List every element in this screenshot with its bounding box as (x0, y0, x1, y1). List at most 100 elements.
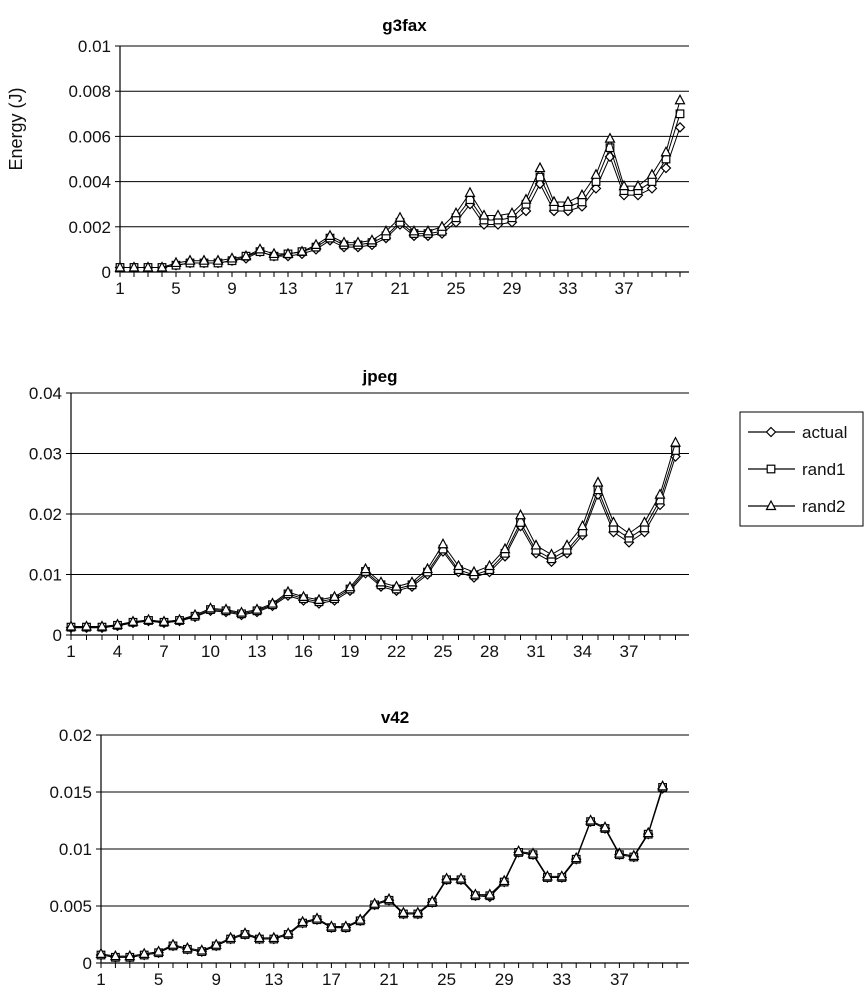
x-tick-label: 16 (294, 642, 313, 661)
data-point (112, 618, 123, 629)
x-tick-label: 25 (434, 642, 453, 661)
legend-label: rand2 (802, 497, 845, 516)
legend: actual rand1 rand2 (739, 411, 864, 527)
data-point (124, 949, 136, 961)
data-point (220, 603, 232, 614)
y-tick-label: 0.002 (68, 218, 111, 237)
series-rand1 (96, 783, 667, 962)
data-point (412, 906, 424, 917)
chart-title: jpeg (362, 367, 398, 386)
legend-marker (766, 464, 776, 474)
data-point (618, 179, 630, 191)
data-point (520, 193, 532, 204)
y-tick-label: 0.01 (78, 37, 111, 56)
chart-v42: v42 0 0.005 0.01 0.015 0.02 1 5 9 13 17 21 25 29 33 37 (49, 708, 689, 989)
data-point (181, 941, 193, 953)
legend-label: rand1 (802, 460, 845, 479)
series-rand2 (65, 436, 681, 631)
x-tick-label: 28 (480, 642, 499, 661)
x-tick-label: 19 (341, 642, 360, 661)
data-point (282, 585, 294, 597)
data-point (408, 225, 420, 236)
series-rand2 (114, 93, 686, 272)
x-tick-label: 37 (610, 970, 629, 989)
data-point (311, 912, 323, 923)
data-point (369, 897, 381, 908)
data-point (282, 927, 294, 938)
data-point (484, 888, 496, 899)
data-point (674, 93, 686, 105)
data-point (282, 247, 294, 259)
data-point (639, 516, 650, 527)
x-tick-label: 1 (66, 642, 75, 661)
series-actual (114, 122, 686, 273)
y-tick-label: 0.004 (68, 173, 111, 192)
x-tick-label: 31 (527, 642, 546, 661)
data-point (436, 220, 448, 231)
x-tick-label: 25 (437, 970, 456, 989)
series-actual (65, 451, 681, 634)
x-tick-label: 9 (211, 970, 220, 989)
data-point (464, 186, 476, 197)
x-tick-label: 29 (495, 970, 514, 989)
data-point (660, 145, 672, 157)
chart-title: g3fax (382, 16, 427, 35)
x-tick-label: 13 (248, 642, 267, 661)
data-point (455, 872, 467, 883)
data-point (239, 927, 251, 938)
data-point (397, 906, 409, 917)
data-point (189, 608, 201, 620)
data-point (240, 249, 252, 261)
data-point (383, 892, 395, 904)
x-tick-label: 5 (171, 279, 180, 298)
data-point (498, 874, 510, 886)
data-point (236, 606, 247, 617)
y-tick-label: 0.015 (49, 783, 92, 802)
data-point (646, 168, 658, 179)
data-point (352, 236, 364, 247)
data-point (585, 814, 597, 825)
legend-item-rand1: rand1 (748, 460, 845, 479)
x-tick-label: 17 (335, 279, 354, 298)
data-point (422, 562, 433, 574)
data-point (506, 206, 518, 218)
data-point (391, 580, 402, 591)
data-point (426, 895, 438, 906)
data-point (325, 920, 337, 931)
legend-label: actual (802, 423, 847, 442)
data-point (561, 539, 573, 550)
data-point (422, 225, 434, 236)
data-point (441, 872, 453, 883)
data-point (556, 870, 568, 881)
data-point (138, 947, 150, 958)
data-point (226, 252, 238, 263)
x-tick-label: 13 (279, 279, 298, 298)
chart-g3fax: g3fax 0 0.002 0.004 0.006 0.008 0.01 1 5 9 13 17 21 2… (6, 16, 689, 298)
data-point (174, 613, 185, 624)
data-point (530, 539, 542, 550)
data-point (453, 559, 464, 571)
data-point (354, 913, 366, 924)
data-point (527, 847, 539, 858)
data-point (153, 945, 165, 956)
data-point (267, 597, 278, 608)
data-point (590, 168, 602, 179)
data-point (380, 225, 392, 236)
data-point (324, 229, 336, 240)
x-tick-label: 33 (559, 279, 578, 298)
y-tick-label: 0 (83, 954, 92, 973)
x-tick-label: 4 (113, 642, 122, 661)
data-point (196, 944, 208, 955)
data-point (298, 590, 309, 601)
data-point (577, 197, 587, 207)
data-point (81, 620, 92, 631)
data-point (268, 931, 280, 943)
x-tick-label: 1 (96, 970, 105, 989)
data-point (484, 559, 495, 571)
data-point (670, 436, 681, 447)
chart-jpeg: jpeg 0 0.01 0.02 0.03 0.04 1 4 7 10 13 16 19 22 25 28 31… (29, 367, 689, 661)
y-tick-label: 0.005 (49, 897, 92, 916)
data-point (65, 620, 77, 631)
x-tick-label: 13 (264, 970, 283, 989)
